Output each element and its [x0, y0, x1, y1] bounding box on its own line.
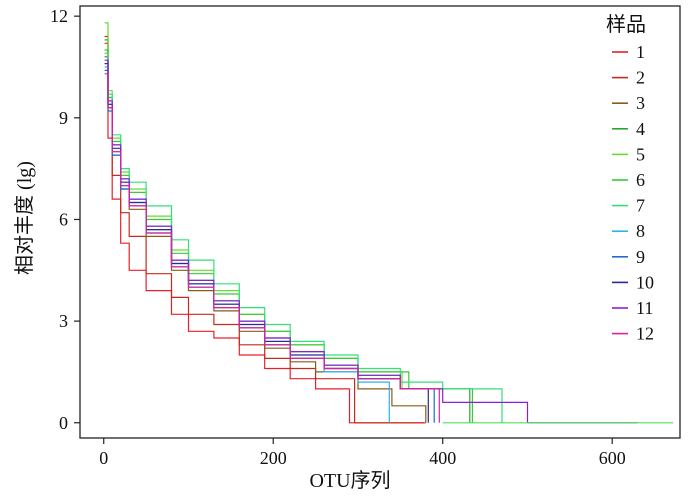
legend-label-9: 9 — [636, 247, 645, 267]
y-axis-label: 相对丰度 (lg) — [13, 161, 36, 275]
legend-label-5: 5 — [636, 144, 645, 164]
series-line-8 — [104, 66, 390, 423]
legend-label-2: 2 — [636, 68, 645, 88]
y-tick-label-12: 12 — [50, 6, 68, 26]
legend-label-8: 8 — [636, 221, 645, 241]
legend-label-6: 6 — [636, 170, 645, 190]
series-line-4 — [104, 39, 471, 423]
x-tick-label-200: 200 — [260, 448, 287, 468]
y-tick-label-9: 9 — [59, 108, 68, 128]
y-tick-label-3: 3 — [59, 311, 68, 331]
legend-label-10: 10 — [636, 272, 654, 292]
x-tick-label-0: 0 — [99, 448, 108, 468]
plot-frame — [79, 5, 681, 439]
legend-label-12: 12 — [636, 324, 654, 344]
y-tick-label-6: 6 — [59, 209, 68, 229]
legend-label-1: 1 — [636, 42, 645, 62]
legend-title: 样品 — [606, 13, 646, 36]
tick-label-layer: 0 200 400 600 0 3 6 9 12 — [50, 6, 626, 468]
series-line-1 — [104, 42, 426, 424]
legend-label-3: 3 — [636, 93, 645, 113]
series-line-9 — [104, 69, 435, 423]
x-tick-label-400: 400 — [429, 448, 456, 468]
series-line-12 — [104, 73, 440, 423]
x-tick-label-600: 600 — [599, 448, 626, 468]
tick-layer — [74, 15, 613, 444]
series-line-7 — [104, 52, 503, 423]
legend-label-11: 11 — [636, 298, 653, 318]
legend-label-7: 7 — [636, 196, 645, 216]
series-layer — [104, 22, 674, 424]
y-tick-label-0: 0 — [59, 413, 68, 433]
legend-label-4: 4 — [636, 119, 645, 139]
x-axis-label: OTU序列 — [309, 469, 390, 492]
